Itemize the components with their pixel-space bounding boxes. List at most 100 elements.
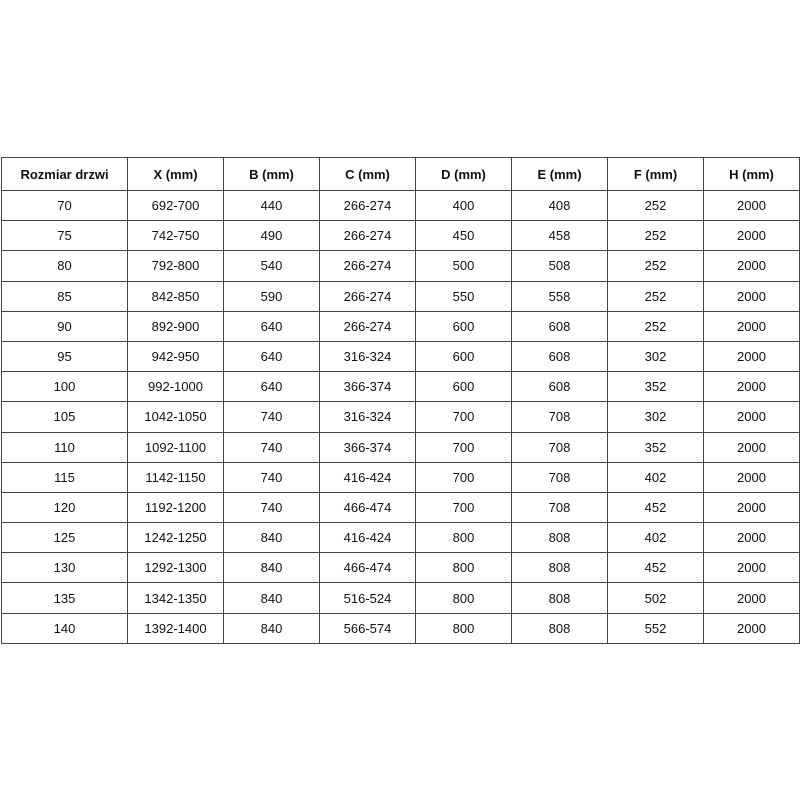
- table-cell: 2000: [703, 220, 800, 252]
- table-cell: 640: [223, 340, 320, 373]
- table-cell: 452: [607, 552, 704, 584]
- table-cell: 700: [415, 491, 512, 524]
- table-cell: 115: [1, 461, 128, 493]
- table-cell: 808: [511, 522, 608, 554]
- table-cell: 416-424: [319, 461, 416, 493]
- table-cell: 502: [607, 582, 704, 614]
- table-cell: 800: [415, 612, 512, 644]
- table-cell: 75: [1, 220, 128, 252]
- table-body: 70 692-700 440 266-274 400 408 252 2000 75 742-75…: [1, 189, 800, 644]
- table-cell: 252: [607, 280, 704, 312]
- table-cell: 808: [511, 612, 608, 644]
- table-cell: 840: [223, 582, 320, 614]
- table-cell: 600: [415, 310, 512, 342]
- header-row: Rozmiar drzwi X (mm) B (mm) C (mm) D (mm) E (…: [1, 157, 800, 191]
- table-cell: 316-324: [319, 401, 416, 433]
- table-cell: 1192-1200: [127, 491, 224, 524]
- table-cell: 700: [415, 431, 512, 463]
- table-cell: 600: [415, 371, 512, 403]
- table-row: 100 992-1000 640 366-374 600 608 352 2000: [1, 371, 800, 403]
- table-cell: 252: [607, 220, 704, 252]
- table-cell: 942-950: [127, 340, 224, 373]
- table-cell: 366-374: [319, 371, 416, 403]
- table-cell: 2000: [703, 612, 800, 644]
- table-cell: 85: [1, 280, 128, 312]
- table-cell: 2000: [703, 371, 800, 403]
- table-cell: 840: [223, 552, 320, 584]
- table-header: Rozmiar drzwi X (mm) B (mm) C (mm) D (mm) E (…: [1, 157, 800, 191]
- table-row: 105 1042-1050 740 316-324 700 708 302 2000: [1, 401, 800, 433]
- table-cell: 105: [1, 401, 128, 433]
- table-cell: 1392-1400: [127, 612, 224, 644]
- table-cell: 608: [511, 310, 608, 342]
- table-cell: 600: [415, 340, 512, 373]
- table-cell: 80: [1, 250, 128, 282]
- table-cell: 640: [223, 371, 320, 403]
- table-cell: 842-850: [127, 280, 224, 312]
- table-cell: 2000: [703, 522, 800, 554]
- table-row: 115 1142-1150 740 416-424 700 708 402 2000: [1, 461, 800, 493]
- table-cell: 466-474: [319, 552, 416, 584]
- table-cell: 100: [1, 371, 128, 403]
- table-cell: 1242-1250: [127, 522, 224, 554]
- table-cell: 302: [607, 340, 704, 373]
- table-cell: 125: [1, 522, 128, 554]
- table-cell: 808: [511, 582, 608, 614]
- table-cell: 992-1000: [127, 371, 224, 403]
- table-cell: 490: [223, 220, 320, 252]
- table-cell: 2000: [703, 552, 800, 584]
- table-cell: 416-424: [319, 522, 416, 554]
- table-cell: 792-800: [127, 250, 224, 282]
- table-cell: 252: [607, 310, 704, 342]
- table-row: 135 1342-1350 840 516-524 800 808 502 2000: [1, 582, 800, 614]
- table-row: 85 842-850 590 266-274 550 558 252 2000: [1, 280, 800, 312]
- table-cell: 452: [607, 491, 704, 524]
- table-cell: 550: [415, 280, 512, 312]
- table-row: 140 1392-1400 840 566-574 800 808 552 2000: [1, 612, 800, 644]
- table-cell: 2000: [703, 280, 800, 312]
- table-cell: 516-524: [319, 582, 416, 614]
- table-cell: 1092-1100: [127, 431, 224, 463]
- table-cell: 640: [223, 310, 320, 342]
- table-cell: 700: [415, 461, 512, 493]
- table-cell: 402: [607, 461, 704, 493]
- table-cell: 800: [415, 582, 512, 614]
- table-cell: 1042-1050: [127, 401, 224, 433]
- table-cell: 708: [511, 431, 608, 463]
- table-cell: 800: [415, 552, 512, 584]
- table-cell: 2000: [703, 461, 800, 493]
- table-cell: 566-574: [319, 612, 416, 644]
- column-header: X (mm): [127, 157, 224, 191]
- table-cell: 130: [1, 552, 128, 584]
- table-cell: 266-274: [319, 310, 416, 342]
- table-cell: 352: [607, 431, 704, 463]
- table-cell: 466-474: [319, 491, 416, 524]
- table-cell: 608: [511, 340, 608, 373]
- table-cell: 266-274: [319, 189, 416, 222]
- table-cell: 135: [1, 582, 128, 614]
- table-cell: 2000: [703, 491, 800, 524]
- table-cell: 692-700: [127, 189, 224, 222]
- table-cell: 740: [223, 401, 320, 433]
- column-header: Rozmiar drzwi: [1, 157, 128, 191]
- table-cell: 252: [607, 189, 704, 222]
- table-cell: 366-374: [319, 431, 416, 463]
- table-cell: 1142-1150: [127, 461, 224, 493]
- table-row: 120 1192-1200 740 466-474 700 708 452 2000: [1, 491, 800, 524]
- table-cell: 2000: [703, 250, 800, 282]
- table-cell: 708: [511, 491, 608, 524]
- table-cell: 70: [1, 189, 128, 222]
- table-cell: 95: [1, 340, 128, 373]
- table-cell: 408: [511, 189, 608, 222]
- table-cell: 558: [511, 280, 608, 312]
- table-cell: 352: [607, 371, 704, 403]
- table-cell: 458: [511, 220, 608, 252]
- table-cell: 740: [223, 491, 320, 524]
- table-cell: 800: [415, 522, 512, 554]
- column-header: C (mm): [319, 157, 416, 191]
- column-header: H (mm): [703, 157, 800, 191]
- table-cell: 2000: [703, 431, 800, 463]
- table-cell: 400: [415, 189, 512, 222]
- table-cell: 1292-1300: [127, 552, 224, 584]
- table-cell: 740: [223, 431, 320, 463]
